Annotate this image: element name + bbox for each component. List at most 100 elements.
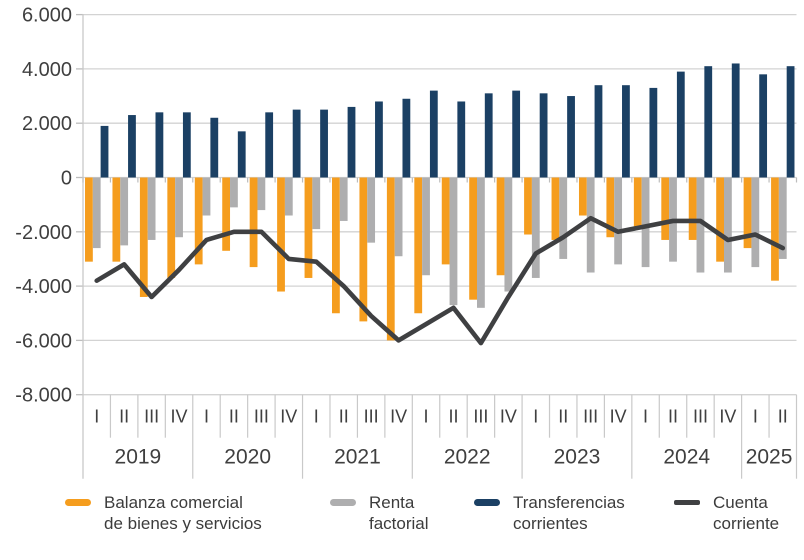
legend-label-line: factorial	[369, 514, 429, 534]
legend-label-line: corrientes	[513, 514, 588, 534]
bar-transferencias-corrientes	[100, 125, 109, 178]
x-tick-year-label: 2020	[224, 446, 271, 469]
x-tick-quarter-label: I	[204, 407, 209, 427]
bar-balanza-comercial	[222, 177, 231, 251]
x-tick-quarter-label: IV	[500, 407, 517, 427]
legend-item-balanza-comercial: Balanza comercial de bienes y servicios	[65, 492, 262, 535]
bar-renta-factorial	[120, 177, 129, 246]
bar-balanza-comercial	[304, 177, 313, 278]
y-tick-label: -2.000	[15, 222, 72, 244]
bar-renta-factorial	[696, 177, 705, 273]
bar-renta-factorial	[422, 177, 430, 276]
bar-balanza-comercial	[524, 177, 532, 235]
x-tick-quarter-label: I	[314, 407, 319, 427]
bar-balanza-comercial	[386, 177, 395, 341]
bar-transferencias-corrientes	[704, 66, 713, 178]
bar-transferencias-corrientes	[155, 112, 164, 178]
x-tick-quarter-label: III	[254, 407, 269, 427]
bar-renta-factorial	[202, 177, 211, 216]
legend-item-cuenta-corriente: Cuenta corriente	[674, 492, 779, 535]
bar-transferencias-corrientes	[402, 98, 411, 178]
x-tick-quarter-label: II	[339, 407, 349, 427]
bar-transferencias-corrientes	[457, 101, 466, 178]
bar-renta-factorial	[312, 177, 321, 230]
bar-balanza-comercial	[332, 177, 340, 314]
bar-balanza-comercial	[85, 177, 93, 262]
legend-item-transferencias-corrientes: Transferencias corrientes	[474, 492, 625, 535]
bar-renta-factorial	[230, 177, 238, 208]
legend-label-line: corriente	[713, 514, 780, 534]
x-tick-quarter-label: IV	[719, 407, 736, 427]
x-tick-quarter-label: II	[119, 407, 129, 427]
bar-balanza-comercial	[578, 177, 587, 216]
bar-balanza-comercial	[112, 177, 121, 262]
x-tick-quarter-label: IV	[280, 407, 297, 427]
x-tick-quarter-label: I	[533, 407, 538, 427]
x-tick-quarter-label: IV	[610, 407, 627, 427]
bar-balanza-comercial	[414, 177, 423, 314]
x-tick-quarter-label: I	[424, 407, 429, 427]
bar-transferencias-corrientes	[429, 90, 438, 178]
bar-renta-factorial	[586, 177, 595, 273]
bar-transferencias-corrientes	[320, 109, 328, 178]
bar-transferencias-corrientes	[731, 63, 740, 178]
bar-balanza-comercial	[167, 177, 176, 278]
bar-transferencias-corrientes	[759, 74, 768, 178]
x-tick-year-label: 2023	[554, 446, 601, 469]
y-tick-label: 6.000	[22, 5, 72, 27]
y-tick-label: 0	[61, 168, 72, 190]
bar-balanza-comercial	[139, 177, 148, 297]
bar-renta-factorial	[531, 177, 540, 278]
y-tick-label: -8.000	[15, 385, 72, 407]
bar-balanza-comercial	[469, 177, 478, 300]
bar-balanza-comercial	[194, 177, 203, 265]
legend-swatch-cuenta-corriente	[674, 500, 700, 505]
bar-balanza-comercial	[249, 177, 258, 268]
x-tick-quarter-label: III	[583, 407, 598, 427]
bar-transferencias-corrientes	[375, 101, 383, 178]
x-tick-quarter-label: IV	[171, 407, 188, 427]
bar-renta-factorial	[92, 177, 101, 249]
bar-renta-factorial	[257, 177, 266, 211]
x-tick-quarter-label: I	[753, 407, 758, 427]
x-tick-quarter-label: II	[668, 407, 678, 427]
bar-renta-factorial	[504, 177, 513, 292]
bar-transferencias-corrientes	[786, 66, 795, 178]
bar-renta-factorial	[778, 177, 787, 259]
bar-renta-factorial	[449, 177, 458, 306]
legend-swatch-balanza-comercial	[65, 499, 91, 506]
bar-transferencias-corrientes	[182, 112, 191, 178]
bar-renta-factorial	[723, 177, 732, 273]
bar-balanza-comercial	[633, 177, 642, 227]
bar-transferencias-corrientes	[594, 85, 603, 178]
legend-item-renta-factorial: Renta factorial	[330, 492, 429, 535]
x-tick-quarter-label: IV	[390, 407, 407, 427]
bar-balanza-comercial	[496, 177, 505, 276]
bar-transferencias-corrientes	[265, 112, 274, 178]
y-tick-label: 4.000	[22, 59, 72, 81]
bar-renta-factorial	[614, 177, 623, 265]
legend-label-transferencias-corrientes: Transferencias corrientes	[513, 492, 625, 535]
bar-balanza-comercial	[441, 177, 450, 265]
x-tick-quarter-label: III	[473, 407, 488, 427]
bar-balanza-comercial	[606, 177, 615, 238]
legend-label-line: de bienes y servicios	[104, 514, 262, 534]
legend-label-balanza-comercial: Balanza comercial de bienes y servicios	[104, 492, 262, 535]
x-tick-quarter-label: II	[229, 407, 239, 427]
bar-transferencias-corrientes	[676, 71, 685, 178]
legend-label-renta-factorial: Renta factorial	[369, 492, 429, 535]
bar-balanza-comercial	[743, 177, 752, 249]
bar-transferencias-corrientes	[128, 115, 136, 178]
bar-renta-factorial	[339, 177, 348, 221]
bar-renta-factorial	[751, 177, 760, 268]
bar-renta-factorial	[394, 177, 403, 257]
x-tick-quarter-label: III	[364, 407, 379, 427]
x-tick-quarter-label: III	[693, 407, 708, 427]
bar-renta-factorial	[175, 177, 183, 238]
bar-transferencias-corrientes	[237, 131, 246, 178]
bar-balanza-comercial	[771, 177, 779, 281]
bar-balanza-comercial	[359, 177, 368, 322]
bar-renta-factorial	[477, 177, 485, 308]
bar-transferencias-corrientes	[484, 93, 493, 178]
